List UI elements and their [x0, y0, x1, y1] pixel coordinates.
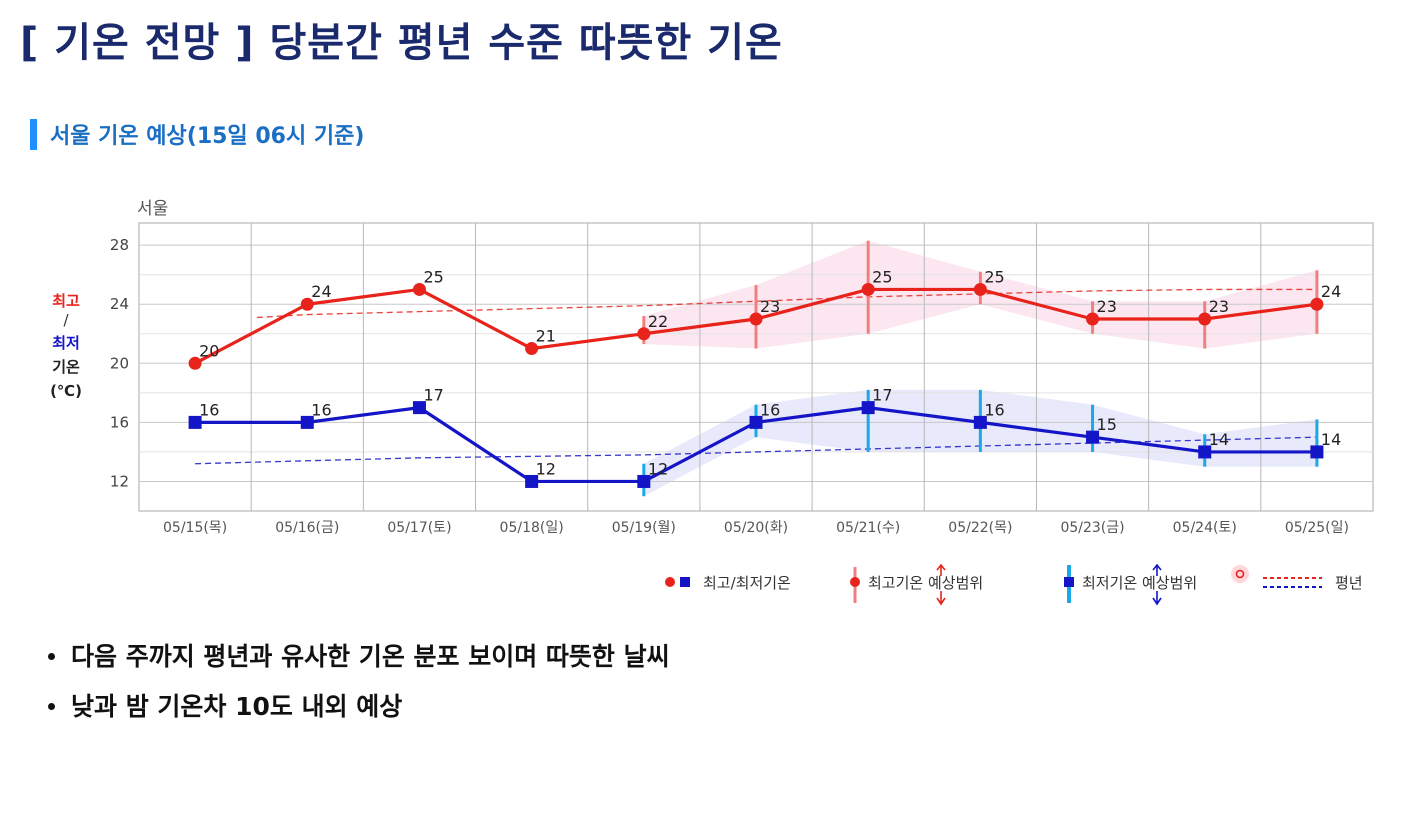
max-point — [749, 312, 763, 326]
y-axis-title-temp: 기온 — [52, 358, 80, 376]
y-axis-title-unit: (℃) — [50, 382, 82, 400]
min-point — [1086, 430, 1100, 444]
min-value-label: 14 — [1209, 430, 1229, 449]
min-point — [300, 415, 314, 429]
max-point — [973, 282, 987, 296]
max-point — [1310, 297, 1324, 311]
x-tick-label: 05/20(화) — [724, 520, 788, 536]
legend-ring-icon — [1235, 569, 1245, 579]
max-value-label: 24 — [1321, 282, 1341, 301]
legend-down-arrow-icon — [1152, 591, 1162, 606]
summary-bullet-text: 다음 주까지 평년과 유사한 기온 분포 보이며 따뜻한 날씨 — [71, 642, 670, 671]
legend-item-min-range: 최저기온 예상범위 — [1082, 574, 1197, 592]
max-point — [861, 282, 875, 296]
x-tick-label: 05/18(일) — [500, 520, 564, 536]
min-value-label: 16 — [984, 400, 1004, 419]
x-tick-label: 05/23(금) — [1060, 520, 1124, 536]
max-point — [412, 282, 426, 296]
legend-item-normal: 평년 — [1335, 574, 1363, 592]
max-value-label: 23 — [1209, 297, 1229, 316]
x-tick-label: 05/15(목) — [163, 520, 227, 536]
max-value-label: 22 — [648, 312, 668, 331]
min-value-label: 17 — [423, 386, 443, 405]
min-point — [749, 415, 763, 429]
min-value-label: 15 — [1097, 415, 1117, 434]
temperature-chart: 20 24 25 21 22 23 25 25 23 23 24 16 16 17 12 12 16 17 16 15… — [50, 199, 1374, 606]
legend-min-range-marker — [1064, 577, 1074, 587]
max-point — [525, 342, 539, 356]
legend-up-arrow-icon — [1152, 563, 1162, 576]
bullet-dot-icon — [48, 652, 55, 660]
min-point — [412, 401, 426, 415]
min-point — [1198, 445, 1212, 459]
series-lines — [188, 282, 1324, 488]
plot-area — [138, 222, 1374, 512]
y-tick-label: 24 — [110, 295, 129, 313]
y-axis-title-sep: / — [63, 311, 69, 329]
min-value-label: 16 — [199, 400, 219, 419]
max-value-label: 23 — [760, 297, 780, 316]
min-point — [973, 415, 987, 429]
subtitle-accent-bar — [30, 119, 37, 150]
y-tick-label: 16 — [110, 413, 129, 431]
min-value-label: 12 — [648, 459, 668, 478]
x-tick-label: 05/24(토) — [1173, 520, 1237, 536]
max-value-label: 25 — [423, 267, 443, 286]
max-point — [300, 297, 314, 311]
value-labels: 20 24 25 21 22 23 25 25 23 23 24 16 16 17 12 12 16 17 16 15… — [199, 267, 1341, 478]
y-axis-title: 최고 / 최저 기온 (℃) — [50, 292, 82, 400]
legend-item-maxmin: 최고/최저기온 — [703, 574, 791, 592]
y-tick-label: 12 — [110, 472, 129, 490]
legend-item-max-range: 최고기온 예상범위 — [868, 574, 983, 592]
y-axis-title-max: 최고 — [52, 292, 80, 310]
max-value-label: 24 — [311, 282, 331, 301]
chart-subtitle: 서울 기온 예상(15일 06시 기준) — [50, 124, 365, 149]
min-value-label: 16 — [311, 400, 331, 419]
max-value-label: 20 — [199, 341, 219, 360]
x-tick-label: 05/19(월) — [612, 520, 676, 536]
summary-bullet-text: 낮과 밤 기온차 10도 내외 예상 — [71, 692, 403, 721]
max-point — [1086, 312, 1100, 326]
max-value-label: 21 — [536, 327, 556, 346]
legend-min-marker — [680, 577, 690, 587]
max-value-label: 25 — [872, 267, 892, 286]
summary-bullet: 낮과 밤 기온차 10도 내외 예상 — [48, 686, 670, 736]
bullet-dot-icon — [48, 702, 55, 710]
legend-down-arrow-icon — [936, 591, 946, 606]
max-point — [637, 327, 651, 341]
min-point — [637, 474, 651, 488]
summary-bullet: 다음 주까지 평년과 유사한 기온 분포 보이며 따뜻한 날씨 — [48, 636, 670, 686]
max-value-label: 25 — [984, 267, 1004, 286]
y-tick-label: 28 — [110, 236, 129, 254]
chart-title: 서울 — [137, 199, 168, 219]
normal-max-line — [256, 288, 1317, 319]
legend: 최고/최저기온 최고기온 예상범위 최저기온 예상범위 평년 — [665, 563, 1363, 606]
axis-labels: 12 16 20 24 28 05/15(목) 05/16(금) 05/17(토) 05/18(… — [110, 236, 1349, 536]
max-value-label: 23 — [1097, 297, 1117, 316]
legend-glow-icon — [1231, 565, 1249, 583]
min-value-label: 17 — [872, 386, 892, 405]
y-axis-title-min: 최저 — [52, 334, 80, 352]
min-point — [861, 401, 875, 415]
min-value-label: 16 — [760, 400, 780, 419]
y-tick-label: 20 — [110, 354, 129, 372]
x-tick-label: 05/22(목) — [948, 520, 1012, 536]
min-point — [525, 474, 539, 488]
min-value-label: 14 — [1321, 430, 1341, 449]
max-point — [1198, 312, 1212, 326]
legend-max-marker — [665, 577, 675, 587]
x-tick-label: 05/25(일) — [1285, 520, 1349, 536]
x-tick-label: 05/16(금) — [275, 520, 339, 536]
legend-max-range-marker — [850, 577, 860, 587]
x-tick-label: 05/21(수) — [836, 520, 900, 536]
min-value-label: 12 — [536, 459, 556, 478]
min-point — [1310, 445, 1324, 459]
legend-up-arrow-icon — [936, 563, 946, 576]
x-tick-label: 05/17(토) — [387, 520, 451, 536]
page-title: [ 기온 전망 ] 당분간 평년 수준 따뜻한 기온 — [20, 20, 783, 66]
min-point — [188, 415, 202, 429]
max-point — [188, 356, 202, 370]
summary-bullets: 다음 주까지 평년과 유사한 기온 분포 보이며 따뜻한 날씨 낮과 밤 기온차… — [48, 636, 670, 736]
